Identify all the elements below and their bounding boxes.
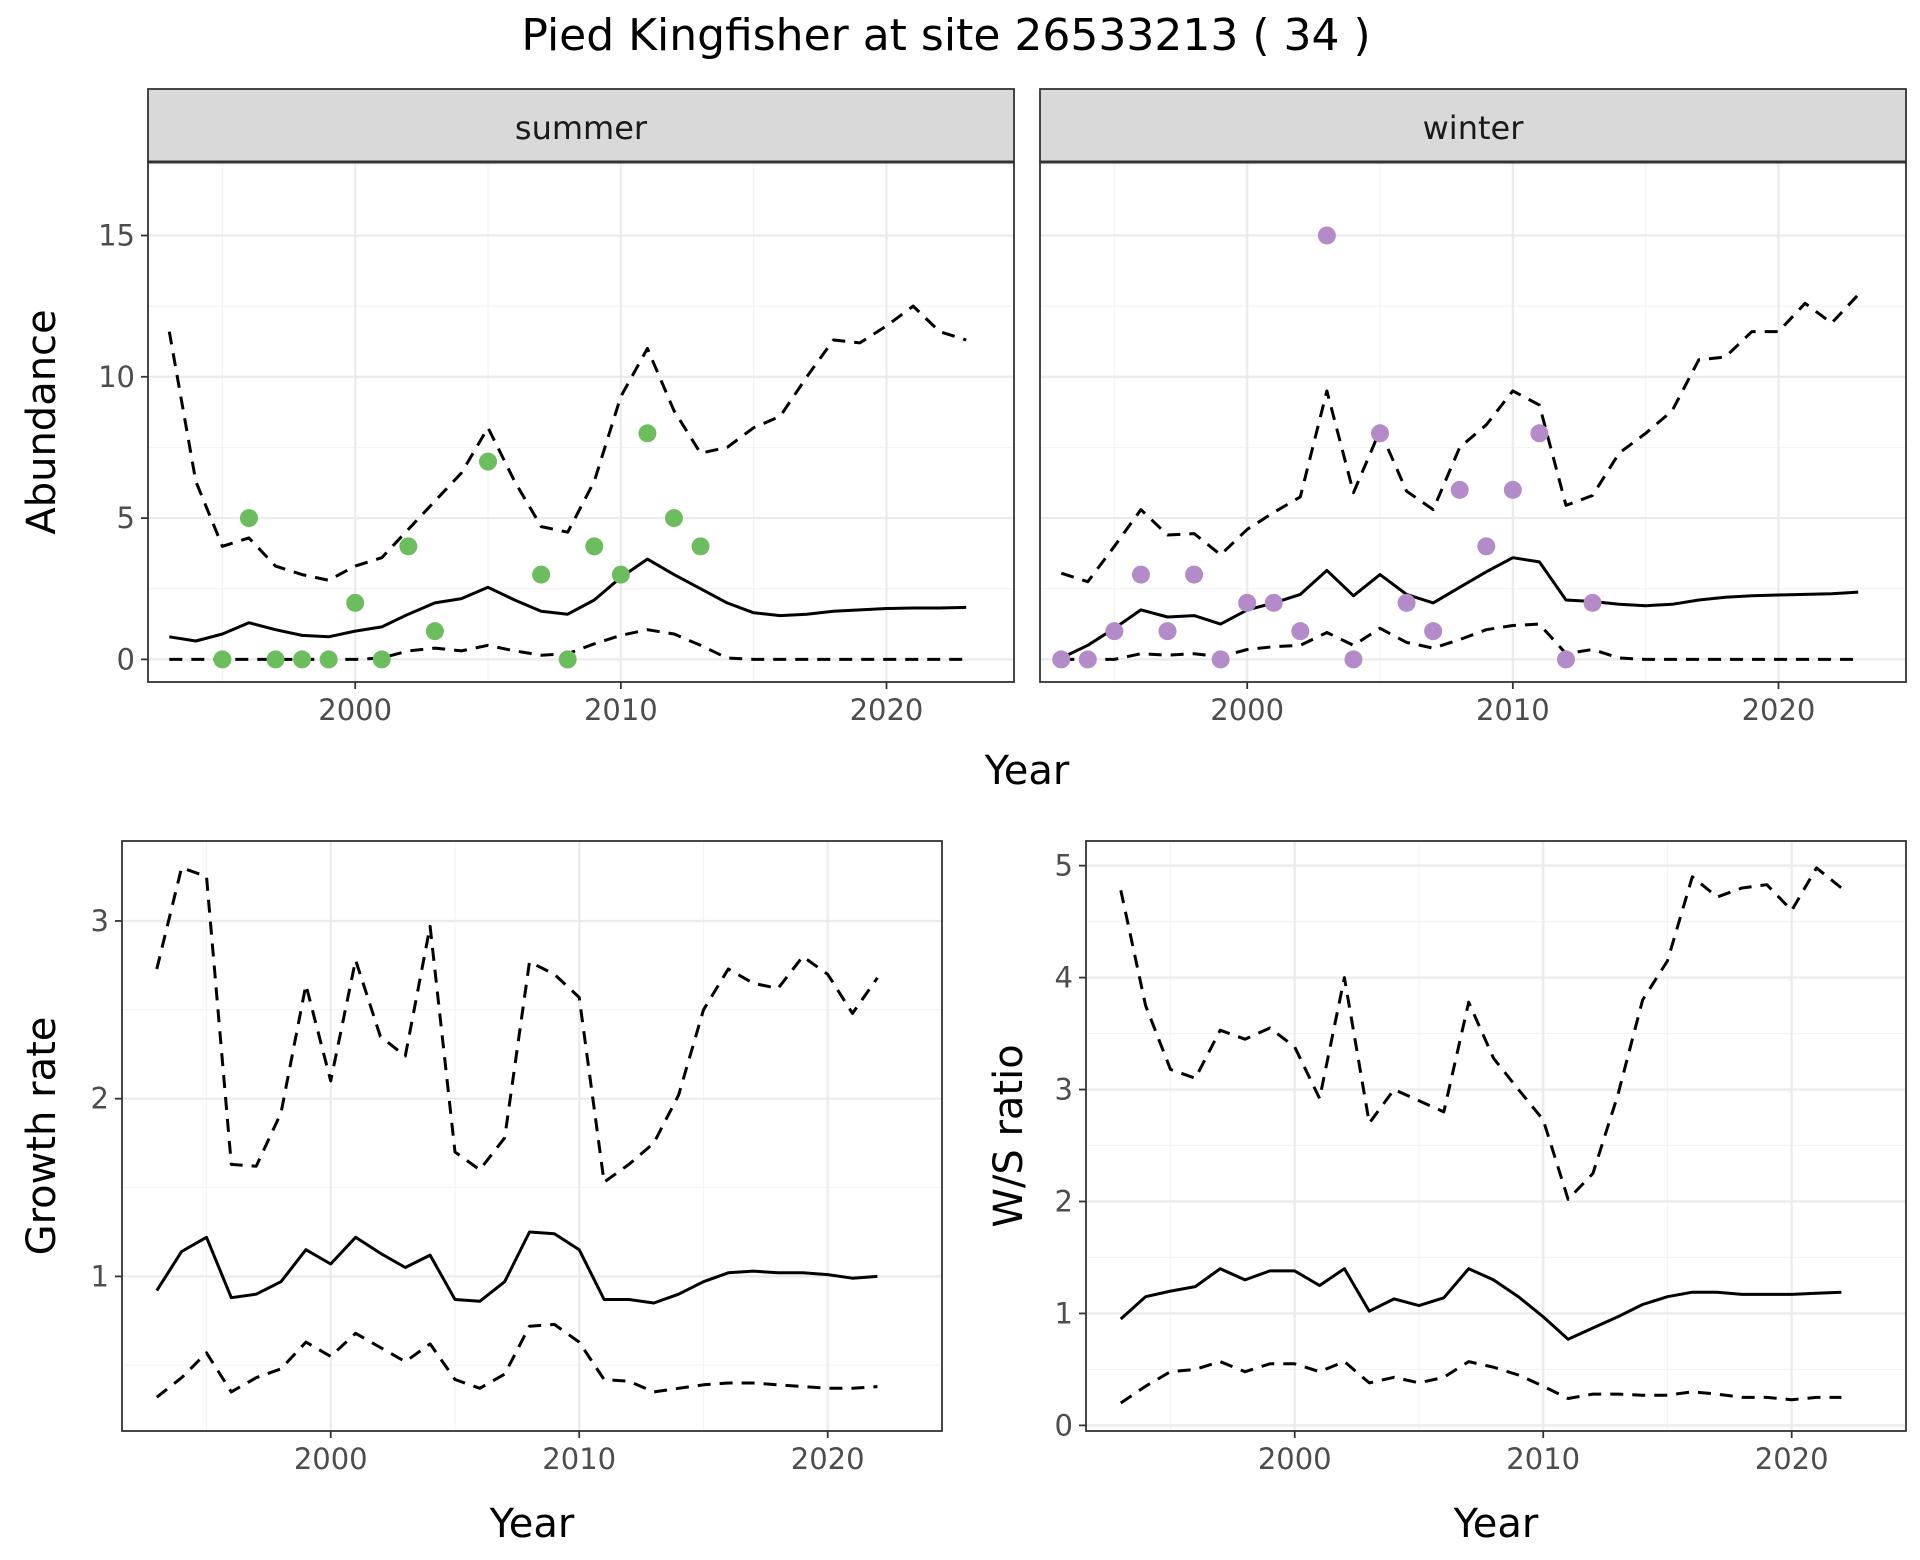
abundance-summer-data-point bbox=[372, 650, 391, 669]
abundance-winter-data-point bbox=[1238, 593, 1257, 612]
abundance-summer-strip-label: summer bbox=[515, 109, 648, 147]
abundance-summer-y-tick-label: 15 bbox=[98, 218, 135, 252]
abundance-summer-data-point bbox=[664, 509, 683, 528]
abundance-winter-border bbox=[1039, 161, 1907, 683]
abundance-winter-data-point bbox=[1530, 424, 1549, 443]
ws-ratio-panel: 2000 2010 2020 0 1 2 3 4 5 bbox=[1055, 840, 1907, 1476]
abundance-winter-data-point bbox=[1264, 593, 1283, 612]
abundance-summer-data-point bbox=[239, 509, 258, 528]
growth-rate-trend-line bbox=[155, 1230, 878, 1305]
abundance-x-axis-title: Year bbox=[984, 748, 1070, 794]
ws-ratio-border bbox=[1085, 840, 1907, 1432]
abundance-summer-data-point bbox=[346, 593, 365, 612]
abundance-y-axis-title: Abundance bbox=[19, 309, 65, 534]
abundance-summer-strip bbox=[147, 88, 1015, 163]
abundance-summer-data-point bbox=[532, 565, 551, 584]
abundance-winter-data-point bbox=[1158, 622, 1177, 641]
ws-ratio-y-tick-label: 1 bbox=[1055, 1296, 1073, 1330]
abundance-summer-border bbox=[147, 161, 1015, 683]
ws-ratio-interval-line bbox=[1119, 866, 1843, 1201]
abundance-summer-x-tick-label: 2010 bbox=[584, 693, 658, 727]
abundance-winter-interval-line bbox=[1060, 293, 1860, 584]
ws-ratio-interval-line bbox=[1119, 1360, 1842, 1405]
growth-rate-x-tick-label: 2000 bbox=[294, 1442, 368, 1476]
ws-ratio-x-axis-title: Year bbox=[1453, 1501, 1539, 1547]
abundance-summer-trend-line bbox=[169, 557, 967, 643]
abundance-summer-data-point bbox=[425, 622, 444, 641]
growth-rate-y-tick-label: 2 bbox=[91, 1082, 109, 1116]
chart-title: Pied Kingfisher at site 26533213 ( 34 ) bbox=[521, 10, 1370, 61]
growth-rate-border bbox=[121, 840, 943, 1432]
ws-ratio-y-tick-label: 4 bbox=[1055, 961, 1073, 995]
abundance-summer-data-point bbox=[319, 650, 338, 669]
abundance-summer-data-point bbox=[479, 452, 498, 471]
abundance-winter-data-point bbox=[1503, 480, 1522, 499]
abundance-winter-data-point bbox=[1556, 650, 1575, 669]
growth-rate-x-tick-label: 2010 bbox=[542, 1442, 616, 1476]
abundance-winter-data-point bbox=[1424, 622, 1443, 641]
abundance-winter-strip bbox=[1039, 88, 1907, 163]
abundance-summer-data-point bbox=[558, 650, 577, 669]
abundance-summer-data-point bbox=[638, 424, 657, 443]
growth-rate-y-tick-label: 3 bbox=[91, 904, 109, 938]
abundance-summer-data-point bbox=[585, 537, 604, 556]
abundance-winter-data-point bbox=[1344, 650, 1363, 669]
abundance-summer-data-point bbox=[293, 650, 312, 669]
abundance-summer-data-point bbox=[611, 565, 630, 584]
abundance-winter-data-point bbox=[1583, 593, 1602, 612]
abundance-winter-x-tick-label: 2000 bbox=[1210, 693, 1284, 727]
abundance-winter-data-point bbox=[1078, 650, 1097, 669]
abundance-winter-data-point bbox=[1450, 480, 1469, 499]
abundance-summer-data-point bbox=[399, 537, 418, 556]
growth-rate-y-axis-title: Growth rate bbox=[19, 1017, 65, 1256]
abundance-winter-data-point bbox=[1105, 622, 1124, 641]
abundance-winter-strip-label: winter bbox=[1423, 109, 1525, 147]
abundance-winter-interval-line bbox=[1061, 622, 1859, 661]
abundance-summer-x-tick-label: 2020 bbox=[850, 693, 924, 727]
abundance-winter-data-point bbox=[1371, 424, 1390, 443]
ws-ratio-trend-line bbox=[1119, 1267, 1842, 1341]
ws-ratio-y-axis-title: W/S ratio bbox=[986, 1044, 1032, 1227]
ws-ratio-x-tick-label: 2020 bbox=[1755, 1442, 1829, 1476]
ws-ratio-y-tick-label: 0 bbox=[1055, 1408, 1073, 1442]
abundance-summer-y-tick-label: 0 bbox=[117, 642, 135, 676]
abundance-summer-panel: 2000 2010 2020 0 5 10 15 summer bbox=[98, 88, 1015, 727]
ws-ratio-y-tick-label: 3 bbox=[1055, 1073, 1073, 1107]
abundance-winter-data-point bbox=[1291, 622, 1310, 641]
abundance-winter-x-tick-label: 2020 bbox=[1742, 693, 1816, 727]
abundance-winter-data-point bbox=[1477, 537, 1496, 556]
abundance-winter-data-point bbox=[1317, 226, 1336, 245]
abundance-summer-data-point bbox=[691, 537, 710, 556]
abundance-summer-data-point bbox=[213, 650, 232, 669]
abundance-summer-data-point bbox=[266, 650, 285, 669]
abundance-winter-trend-line bbox=[1060, 556, 1859, 660]
abundance-summer-x-tick-label: 2000 bbox=[318, 693, 392, 727]
abundance-summer-y-tick-label: 10 bbox=[98, 360, 135, 394]
ws-ratio-y-tick-label: 2 bbox=[1055, 1184, 1073, 1218]
growth-rate-interval-line bbox=[155, 866, 879, 1184]
growth-rate-y-tick-label: 1 bbox=[91, 1259, 109, 1293]
abundance-summer-y-tick-label: 5 bbox=[117, 501, 135, 535]
ws-ratio-y-tick-label: 5 bbox=[1055, 849, 1073, 883]
abundance-winter-data-point bbox=[1397, 593, 1416, 612]
abundance-winter-data-point bbox=[1052, 650, 1071, 669]
ws-ratio-x-tick-label: 2000 bbox=[1258, 1442, 1332, 1476]
ws-ratio-x-tick-label: 2010 bbox=[1506, 1442, 1580, 1476]
abundance-winter-data-point bbox=[1185, 565, 1204, 584]
abundance-winter-data-point bbox=[1131, 565, 1150, 584]
growth-rate-interval-line bbox=[155, 1322, 878, 1399]
abundance-winter-x-tick-label: 2010 bbox=[1476, 693, 1550, 727]
growth-rate-panel: 2000 2010 2020 1 2 3 bbox=[91, 840, 943, 1476]
abundance-winter-panel: 2000 2010 2020 winter bbox=[1039, 88, 1907, 727]
growth-rate-x-tick-label: 2020 bbox=[791, 1442, 865, 1476]
abundance-winter-data-point bbox=[1211, 650, 1230, 669]
abundance-summer-interval-line bbox=[167, 304, 967, 582]
growth-rate-x-axis-title: Year bbox=[489, 1501, 575, 1547]
